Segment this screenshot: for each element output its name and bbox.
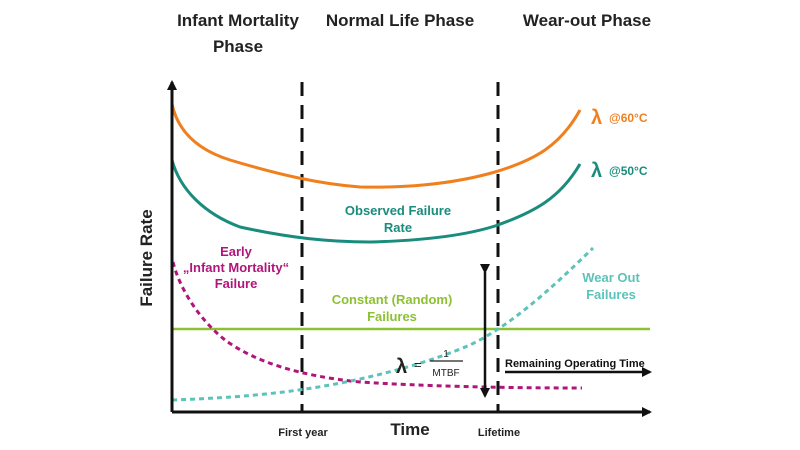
formula-denominator: MTBF	[432, 368, 459, 379]
early-failure-label-line2: „Infant Mortality“	[183, 260, 289, 275]
lambda-50c-symbol: λ	[591, 160, 602, 182]
failure-rate-50c-curve	[170, 159, 582, 244]
remaining-operating-time-label: Remaining Operating Time	[505, 358, 645, 370]
x-axis-label: Time	[390, 420, 429, 439]
constant-failure-label-line1: Constant (Random)	[332, 292, 453, 307]
lambda-60c-temperature: @60°C	[609, 111, 648, 125]
phase-infant-mortality-line2: Phase	[213, 37, 263, 56]
formula-lambda: λ	[396, 356, 407, 378]
phase-wear-out: Wear-out Phase	[523, 11, 651, 30]
lambda-50c-temperature: @50°C	[609, 164, 648, 178]
observed-failure-label-line2: Rate	[384, 220, 412, 235]
early-failure-label-line3: Failure	[215, 276, 258, 291]
early-failure-label-line1: Early	[220, 244, 253, 259]
observed-failure-label-line1: Observed Failure	[345, 203, 451, 218]
formula-numerator: 1	[443, 349, 449, 360]
constant-failure-label-line2: Failures	[367, 309, 417, 324]
failure-rate-60c-curve	[170, 103, 582, 189]
tick-lifetime: Lifetime	[478, 427, 520, 439]
tick-first-year: First year	[278, 427, 328, 439]
formula-equals: =	[414, 357, 422, 372]
phase-infant-mortality-line1: Infant Mortality	[177, 11, 299, 30]
wear-out-curve	[171, 246, 595, 402]
y-axis-label: Failure Rate	[137, 209, 156, 306]
wear-out-label-line2: Failures	[586, 287, 636, 302]
phase-normal-life: Normal Life Phase	[326, 11, 474, 30]
lambda-60c-symbol: λ	[591, 107, 602, 129]
wear-out-label-line1: Wear Out	[582, 270, 640, 285]
